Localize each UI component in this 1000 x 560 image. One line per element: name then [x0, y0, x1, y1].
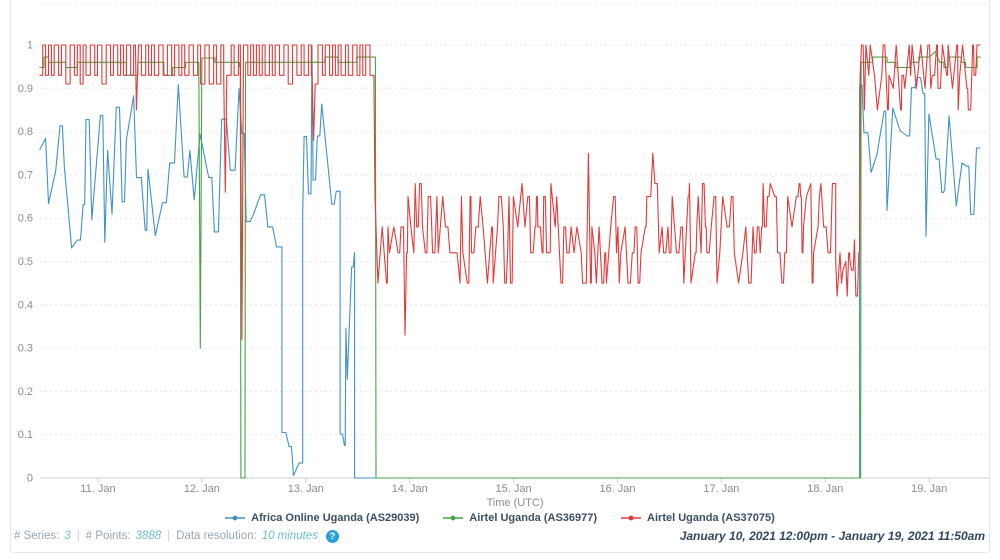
y-tick-label: 0.6 [18, 213, 33, 225]
panel-border-left [10, 0, 11, 553]
legend-item-as37075[interactable]: Airtel Uganda (AS37075) [621, 512, 775, 524]
y-tick-label: 0.8 [18, 126, 33, 138]
y-axis-labels: 1 0.9 0.8 0.7 0.6 0.5 0.4 0.3 0.2 0.1 0 [18, 40, 33, 485]
y-tick-label: 0.5 [18, 256, 33, 268]
legend-label: Africa Online Uganda (AS29039) [251, 512, 420, 524]
legend-item-as29039[interactable]: Africa Online Uganda (AS29039) [225, 512, 419, 524]
y-tick-label: 0 [27, 473, 33, 485]
x-tick-label: 14. Jan [392, 483, 428, 495]
series-count-label: # Series: [14, 530, 60, 542]
chart-legend: Africa Online Uganda (AS29039) Airtel Ug… [0, 512, 1000, 524]
line-dot-marker-icon [443, 513, 464, 523]
chart-stats: # Series: 3 | # Points: 3888 | Data reso… [14, 529, 339, 543]
legend-item-as36977[interactable]: Airtel Uganda (AS36977) [443, 512, 597, 524]
legend-label: Airtel Uganda (AS36977) [469, 512, 598, 524]
x-tick-label: 13. Jan [288, 483, 324, 495]
x-tick-label: 11. Jan [80, 483, 115, 495]
points-count-label: # Points: [85, 530, 131, 542]
help-icon[interactable]: ? [325, 529, 339, 543]
x-tick-label: 19. Jan [911, 483, 947, 495]
chart-footer: # Series: 3 | # Points: 3888 | Data reso… [14, 529, 985, 543]
x-tick-label: 17. Jan [703, 483, 739, 495]
resolution-value: 10 minutes [261, 530, 318, 542]
resolution-label: Data resolution: [176, 530, 257, 542]
y-tick-label: 0.3 [18, 343, 33, 355]
y-tick-label: 0.4 [18, 299, 33, 311]
y-tick-label: 0.2 [18, 386, 33, 398]
line-dot-marker-icon [225, 513, 246, 523]
y-tick-label: 0.7 [18, 169, 33, 181]
panel-border-bottom [14, 552, 986, 553]
stats-separator: | [76, 530, 80, 542]
line-dot-marker-icon [621, 513, 642, 523]
x-axis-title: Time (UTC) [486, 497, 543, 509]
x-tick-label: 15. Jan [496, 483, 532, 495]
x-tick-label: 16. Jan [599, 483, 635, 495]
time-range-label: January 10, 2021 12:00pm - January 19, 2… [679, 529, 985, 543]
series-line-0 [39, 44, 981, 479]
series-line-2 [39, 44, 981, 340]
y-tick-label: 0.1 [18, 429, 33, 441]
x-tick-label: 18. Jan [807, 483, 843, 495]
series-count-value: 3 [64, 530, 71, 542]
gridlines [40, 3, 990, 436]
y-tick-label: 0.9 [18, 83, 33, 95]
points-count-value: 3888 [135, 530, 162, 542]
legend-label: Airtel Uganda (AS37075) [647, 512, 775, 524]
stats-separator: | [167, 530, 171, 542]
y-tick-label: 1 [27, 40, 33, 52]
panel-border-right [989, 0, 990, 553]
x-axis-labels: 11. Jan 12. Jan 13. Jan 14. Jan 15. Jan 16. J… [80, 483, 947, 495]
timeseries-chart[interactable]: 1 0.9 0.8 0.7 0.6 0.5 0.4 0.3 0.2 0.1 0 11. Jan 12.… [0, 0, 1000, 512]
x-tick-label: 12. Jan [184, 483, 220, 495]
series-lines [39, 44, 981, 479]
